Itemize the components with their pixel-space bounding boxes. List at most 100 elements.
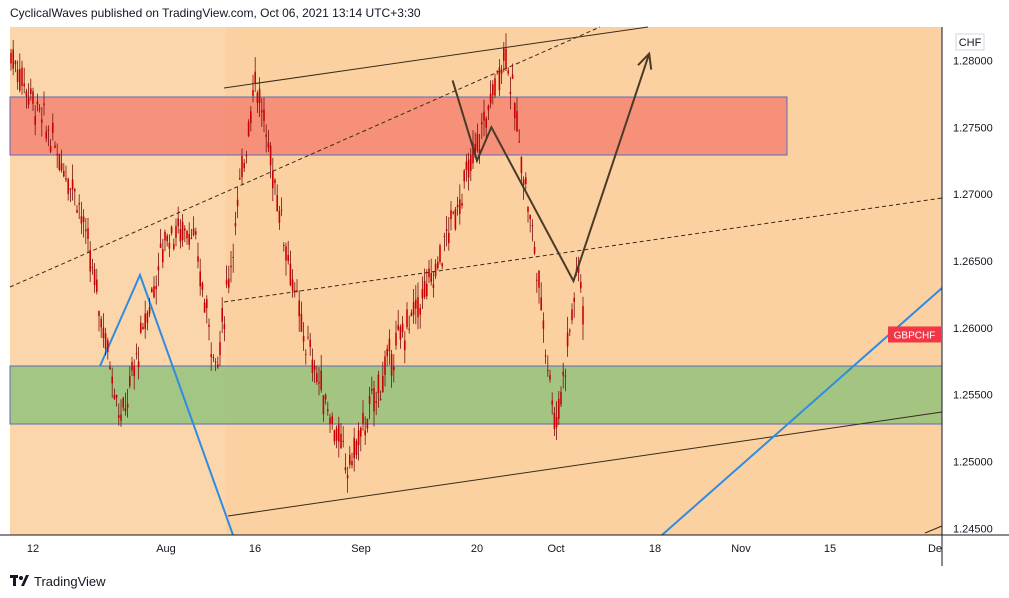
candle-body [212,357,215,359]
candle-body [219,342,221,356]
candle-body [443,235,446,237]
time-axis-label: 16 [249,543,261,555]
candle-body [111,376,113,384]
candle-body [386,348,388,357]
support-zone[interactable] [9,365,943,425]
candle-body [375,401,377,403]
candle-body [221,307,223,322]
candle-body [566,332,569,347]
candle-body [43,103,45,106]
candle-body [505,48,507,69]
candle-body [52,122,54,133]
candle-body [214,361,217,363]
currency-box [955,33,985,51]
price-axis-labels: 1.28000 1.27500 1.27000 1.26500 1.26000 1.255… [953,55,993,535]
candle-body [472,143,474,164]
candle-body [217,364,219,368]
candle-body [245,155,248,157]
channel-mid-dashed-line[interactable] [223,197,943,303]
candle-body [459,199,461,214]
candle-body [274,179,276,184]
candle-body [276,195,278,212]
candle-body [162,249,164,263]
projection-path[interactable] [451,51,653,284]
blue-trend-line-left[interactable] [99,272,234,536]
candle-body [560,391,562,405]
candle-body [93,269,96,286]
candle-body [188,233,190,245]
candle-body [71,179,74,190]
candle-body [230,265,232,268]
candle-body [419,308,421,315]
candle-body [135,353,138,355]
trend-dashed-line[interactable] [9,26,601,288]
candle-body [38,108,41,110]
candle-body [346,474,349,479]
candle-body [283,245,285,247]
candle-body [67,179,69,195]
candle-body [265,134,267,137]
candle-body [445,229,448,231]
candle-body [166,235,168,242]
candle-body [355,440,358,455]
candle-body [56,154,58,156]
candle-body [412,301,415,315]
candle-body [100,318,102,328]
candle-body [302,335,305,342]
candle-body [151,288,153,293]
footer: TradingView [10,572,106,590]
candle-body [373,388,375,412]
price-axis-label: 1.26000 [953,323,993,335]
candle-body [278,210,281,223]
candle-body [496,70,498,72]
candle-body [318,382,320,384]
time-axis-label: Sep [351,543,371,555]
projection-line[interactable] [451,53,651,284]
candle-body [536,279,538,281]
candle-body [401,323,404,332]
candle-body [159,243,162,248]
price-axis-background [942,27,1009,535]
candle-body [371,388,373,391]
candle-body [360,427,362,437]
candle-body [47,129,50,131]
candle-body [335,428,338,441]
candle-body [580,281,582,289]
candle-body [500,69,503,74]
candle-body [437,261,439,269]
candle-body [239,177,241,180]
candle-body [406,309,408,328]
candle-body [582,306,584,325]
price-axis-label: 1.27500 [953,122,993,134]
candle-body [206,299,208,309]
candle-body [45,131,47,139]
candle-body [69,188,72,190]
candle-body [298,300,300,317]
candle-body [10,52,12,64]
candle-body [85,229,87,232]
candle-body [481,122,483,125]
candle-body [223,324,226,330]
candle-body [58,154,61,171]
resistance-zone[interactable] [9,96,788,156]
channel-lower-line[interactable] [227,411,943,517]
candle-body [175,225,177,238]
price-chart[interactable]: CHF 1.280001.275001.270001.265001.260001… [0,0,1009,566]
candle-body [503,47,505,61]
price-axis-label: 1.25000 [953,456,993,468]
candle-body [78,202,80,205]
candlestick-series [10,33,584,493]
candle-body [520,156,523,174]
candle-body [522,179,525,185]
candle-body [109,366,111,370]
candle-body [63,170,65,177]
candle-body [395,332,397,346]
time-axis-label: Nov [731,543,751,555]
candle-body [285,246,287,261]
candle-body [404,340,406,351]
candle-body [241,156,243,178]
candle-body [243,163,245,169]
candle-body [269,145,272,166]
projection-arrowhead [637,51,653,70]
candle-body [34,116,36,125]
